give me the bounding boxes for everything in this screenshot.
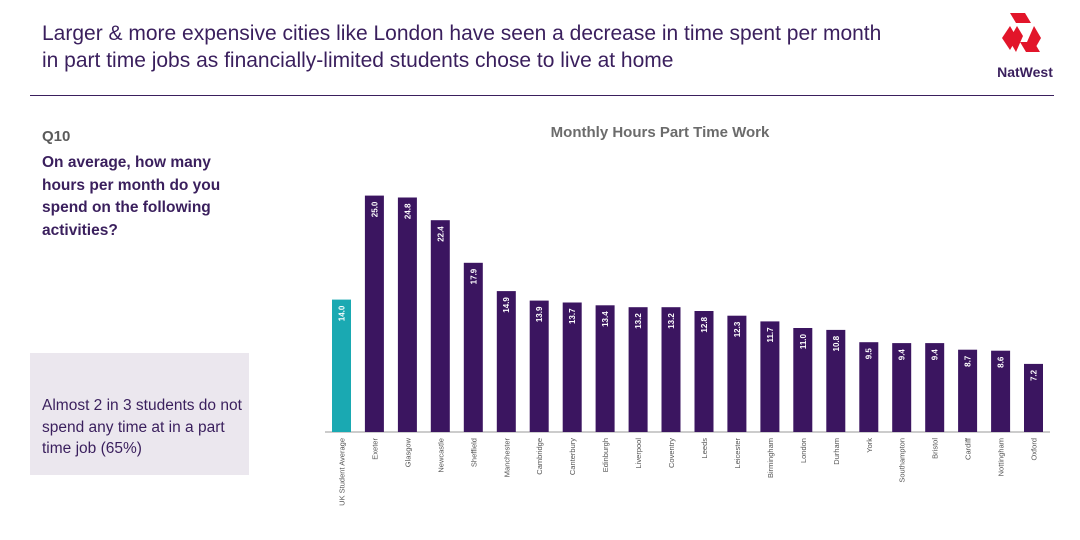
bar [793, 328, 813, 432]
bar [332, 299, 351, 432]
headline-line-2: in part time jobs as financially-limited… [42, 49, 674, 72]
bar [430, 220, 450, 432]
category-label: Cambridge [535, 438, 544, 475]
bar-value-label: 8.7 [964, 355, 973, 367]
category-label: Coventry [667, 438, 676, 468]
category-label: Birmingham [766, 438, 775, 478]
bar-value-label: 22.4 [436, 226, 445, 242]
bar [463, 262, 483, 432]
bar-value-label: 11.7 [766, 327, 775, 343]
question-text: On average, how many hours per month do … [42, 154, 221, 239]
category-label: Bristol [931, 438, 940, 459]
category-label: London [799, 438, 808, 463]
bar [661, 307, 681, 432]
bar-value-label: 9.4 [898, 349, 907, 361]
header-divider [30, 95, 1054, 96]
category-label: Nottingham [997, 438, 1006, 476]
logo-text: NatWest [997, 64, 1053, 80]
category-label: Leeds [700, 438, 709, 459]
bar [991, 350, 1011, 432]
callout-box: Almost 2 in 3 students do not spend any … [30, 353, 249, 475]
category-label: UK Student Average [337, 438, 346, 506]
bar [694, 311, 714, 432]
bar [727, 315, 747, 432]
bar [925, 343, 945, 432]
bar [529, 300, 549, 432]
bar-value-label: 11.0 [799, 333, 808, 349]
chart-title: Monthly Hours Part Time Work [550, 124, 770, 141]
bar [562, 302, 582, 432]
category-label: Oxford [1030, 438, 1039, 461]
bar-value-label: 10.8 [832, 335, 841, 351]
bar-value-label: 25.0 [370, 201, 379, 217]
bar-value-label: 7.2 [1030, 369, 1039, 381]
category-label: Manchester [502, 438, 511, 478]
bar [892, 343, 912, 432]
category-label: Edinburgh [601, 438, 610, 472]
bar [595, 305, 615, 432]
bar-value-label: 13.7 [568, 308, 577, 324]
category-label: Durham [832, 438, 841, 465]
bar-value-label: 17.9 [469, 268, 478, 284]
natwest-logo: NatWest [990, 12, 1060, 82]
headline: Larger & more expensive cities like Lond… [42, 20, 942, 74]
bar [958, 349, 978, 432]
category-label: Newcastle [436, 438, 445, 473]
bar [859, 342, 879, 432]
bar-value-label: 12.8 [700, 316, 709, 332]
bar-value-label: 9.5 [865, 348, 874, 360]
question-number: Q10 [42, 128, 71, 145]
bar-value-label: 14.0 [337, 305, 346, 321]
bar-value-label: 14.9 [502, 297, 511, 313]
bar [760, 321, 780, 432]
category-label: Cardiff [964, 437, 973, 460]
callout-text: Almost 2 in 3 students do not spend any … [42, 397, 242, 457]
bar-value-label: 9.4 [931, 349, 940, 361]
bar-value-label: 13.4 [601, 311, 610, 327]
category-label: Sheffield [469, 438, 478, 467]
bar [397, 197, 417, 432]
bar-value-label: 13.2 [667, 313, 676, 329]
natwest-chevron-icon [1002, 13, 1041, 52]
category-label: Southampton [898, 438, 907, 483]
headline-line-1: Larger & more expensive cities like Lond… [42, 22, 882, 45]
category-label: York [865, 438, 874, 453]
bar-value-label: 24.8 [403, 203, 412, 219]
bar [496, 291, 516, 432]
category-label: Liverpool [634, 438, 643, 469]
bar [826, 329, 846, 432]
bar [1024, 363, 1043, 432]
bar-value-label: 8.6 [997, 356, 1006, 368]
bar-value-label: 12.3 [733, 321, 742, 337]
bar [364, 195, 384, 432]
bar [628, 307, 648, 432]
category-label: Leicester [733, 438, 742, 469]
bar-value-label: 13.2 [634, 313, 643, 329]
category-label: Canterbury [568, 438, 577, 475]
bar-value-label: 13.9 [535, 306, 544, 322]
category-label: Glasgow [403, 437, 412, 467]
category-label: Exeter [370, 438, 379, 460]
